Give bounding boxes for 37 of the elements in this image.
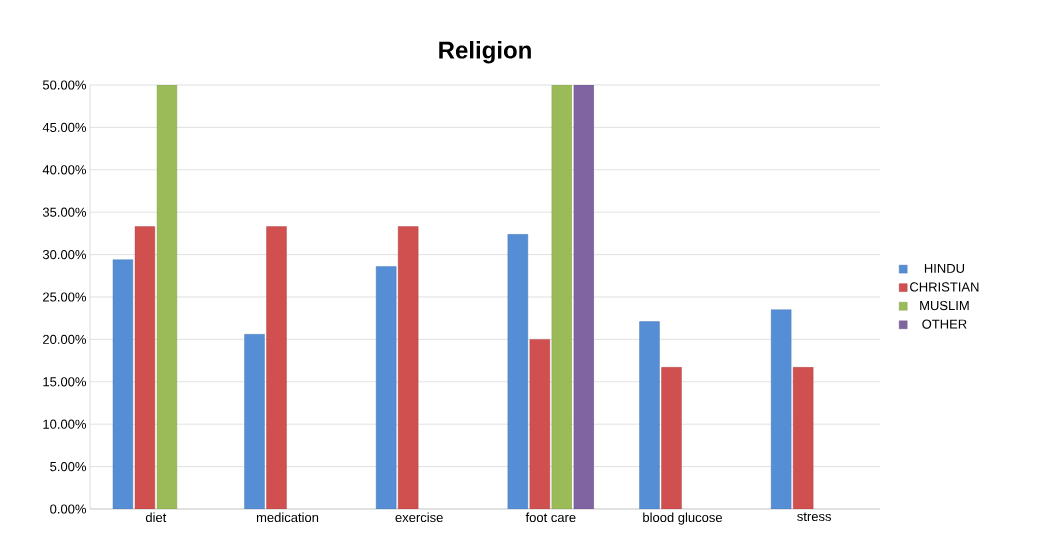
- bar: [770, 309, 792, 509]
- bar: [573, 84, 595, 509]
- bar: [397, 226, 419, 509]
- y-tick-label: 0.00%: [50, 504, 87, 514]
- bar: [661, 367, 682, 509]
- x-tick-label: medication: [256, 512, 319, 523]
- y-tick-label: 30.00%: [42, 249, 87, 260]
- y-tick-label: 10.00%: [43, 419, 87, 429]
- y-tick-label: 20.00%: [43, 334, 87, 344]
- legend-label: HINDU: [924, 263, 965, 273]
- bar: [529, 339, 551, 509]
- legend-label: MUSLIM: [920, 300, 969, 311]
- bar: [792, 367, 814, 509]
- chart-title: Religion: [439, 40, 531, 64]
- y-tick-label: 50.00%: [42, 80, 87, 90]
- x-tick-label: stress: [797, 512, 832, 522]
- y-tick-label: 45.00%: [42, 122, 87, 132]
- bar: [375, 266, 397, 509]
- x-tick-label: diet: [145, 512, 167, 523]
- y-tick-label: 25.00%: [43, 292, 87, 302]
- bar: [507, 234, 529, 509]
- x-tick-label: exercise: [395, 512, 443, 523]
- bar: [134, 226, 156, 509]
- bar: [244, 334, 265, 509]
- legend-label: CHRISTIAN: [910, 282, 979, 292]
- x-tick-label: blood glucose: [643, 512, 722, 525]
- bar: [156, 84, 178, 509]
- bar: [639, 321, 660, 509]
- bar: [266, 226, 287, 509]
- bar: [551, 84, 573, 509]
- y-tick-label: 35.00%: [42, 207, 87, 217]
- y-tick-label: 40.00%: [42, 165, 87, 175]
- x-tick-label: foot care: [525, 512, 576, 523]
- bar: [112, 259, 134, 509]
- y-tick-label: 15.00%: [43, 377, 87, 387]
- y-tick-label: 5.00%: [50, 461, 87, 472]
- legend-label: OTHER: [922, 319, 967, 329]
